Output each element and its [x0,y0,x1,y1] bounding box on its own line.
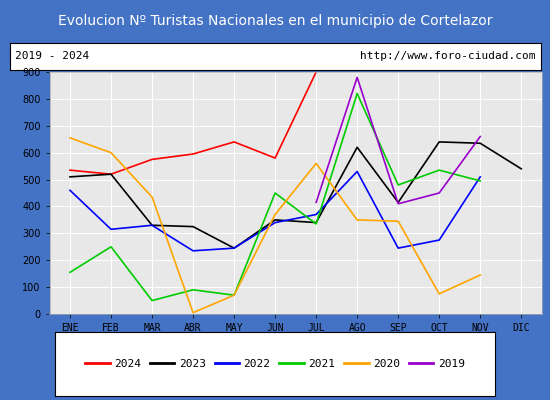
Text: http://www.foro-ciudad.com: http://www.foro-ciudad.com [360,51,535,61]
Text: 2019 - 2024: 2019 - 2024 [15,51,90,61]
Legend: 2024, 2023, 2022, 2021, 2020, 2019: 2024, 2023, 2022, 2021, 2020, 2019 [81,354,469,374]
Text: Evolucion Nº Turistas Nacionales en el municipio de Cortelazor: Evolucion Nº Turistas Nacionales en el m… [58,14,492,28]
